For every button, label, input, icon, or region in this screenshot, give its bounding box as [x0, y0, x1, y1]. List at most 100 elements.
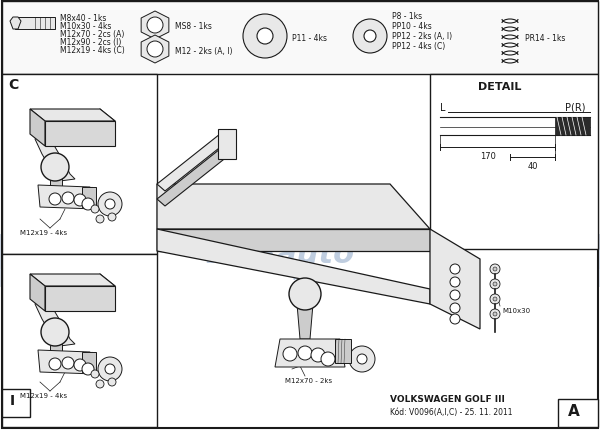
Text: 40: 40 — [528, 162, 538, 171]
Bar — [2, 2, 598, 75]
Polygon shape — [45, 286, 115, 311]
Circle shape — [257, 29, 273, 45]
Polygon shape — [275, 339, 345, 367]
Text: M10x30 - 4ks: M10x30 - 4ks — [60, 22, 112, 31]
Bar — [335, 339, 351, 363]
Circle shape — [450, 264, 460, 274]
Polygon shape — [10, 18, 21, 30]
Bar — [430, 75, 598, 249]
Circle shape — [450, 314, 460, 324]
Text: P8 - 1ks: P8 - 1ks — [392, 12, 422, 21]
Text: M12 - 2ks (A, I): M12 - 2ks (A, I) — [175, 47, 233, 56]
Circle shape — [91, 206, 99, 214]
Polygon shape — [30, 274, 45, 311]
Polygon shape — [38, 350, 95, 374]
Circle shape — [98, 357, 122, 381]
Circle shape — [311, 348, 325, 362]
Circle shape — [243, 15, 287, 59]
Circle shape — [353, 20, 387, 54]
Circle shape — [49, 358, 61, 370]
Bar — [82, 352, 96, 372]
Circle shape — [74, 359, 86, 371]
Circle shape — [490, 280, 500, 289]
Text: MS8 - 1ks: MS8 - 1ks — [175, 22, 212, 31]
Circle shape — [105, 200, 115, 209]
Polygon shape — [297, 304, 313, 339]
Text: M12x19 - 4ks: M12x19 - 4ks — [20, 230, 67, 236]
Circle shape — [62, 357, 74, 369]
Text: 170: 170 — [480, 152, 496, 161]
Circle shape — [41, 154, 69, 181]
Circle shape — [62, 193, 74, 205]
Circle shape — [96, 380, 104, 388]
Circle shape — [321, 352, 335, 366]
Bar — [15, 18, 55, 30]
Polygon shape — [157, 230, 430, 304]
Circle shape — [493, 312, 497, 316]
Polygon shape — [430, 230, 480, 329]
Polygon shape — [35, 294, 75, 346]
Circle shape — [289, 278, 321, 310]
Circle shape — [357, 354, 367, 364]
Text: M8x40 - 1ks: M8x40 - 1ks — [60, 14, 106, 23]
Text: M12x90 - 2cs (I): M12x90 - 2cs (I) — [60, 38, 121, 47]
Text: PP12 - 2ks (A, I): PP12 - 2ks (A, I) — [392, 32, 452, 41]
Bar — [218, 130, 236, 160]
Bar — [2, 389, 30, 417]
Bar — [2, 255, 157, 427]
Polygon shape — [30, 110, 115, 122]
Text: ®: ® — [347, 245, 353, 250]
Polygon shape — [30, 274, 115, 286]
Text: PP10 - 4ks: PP10 - 4ks — [392, 22, 432, 31]
Text: DETAIL: DETAIL — [478, 82, 521, 92]
Text: VOLKSWAGEN GOLF III: VOLKSWAGEN GOLF III — [390, 394, 505, 403]
Circle shape — [82, 199, 94, 211]
Polygon shape — [157, 150, 228, 206]
Circle shape — [49, 194, 61, 206]
Bar — [555, 118, 590, 136]
Circle shape — [490, 294, 500, 304]
Bar — [50, 344, 62, 356]
Circle shape — [450, 290, 460, 300]
Polygon shape — [45, 122, 115, 147]
Text: I: I — [10, 393, 15, 407]
Bar — [0, 234, 600, 274]
Circle shape — [364, 31, 376, 43]
Circle shape — [283, 347, 297, 361]
Text: M10x30: M10x30 — [502, 307, 530, 313]
Polygon shape — [157, 184, 430, 230]
Circle shape — [147, 18, 163, 34]
Circle shape — [450, 303, 460, 313]
Text: P(R): P(R) — [565, 103, 585, 113]
Circle shape — [96, 215, 104, 224]
Circle shape — [108, 378, 116, 386]
Polygon shape — [141, 36, 169, 64]
Text: M12x19 - 4ks: M12x19 - 4ks — [20, 392, 67, 398]
Circle shape — [41, 318, 69, 346]
Circle shape — [147, 42, 163, 58]
Circle shape — [82, 363, 94, 375]
Bar — [2, 75, 157, 255]
Circle shape — [298, 346, 312, 360]
Circle shape — [493, 283, 497, 286]
Text: A: A — [568, 403, 580, 418]
Circle shape — [490, 264, 500, 274]
Circle shape — [493, 267, 497, 271]
Text: M12x19 - 4ks (C): M12x19 - 4ks (C) — [60, 46, 125, 55]
Text: PR14 - 1ks: PR14 - 1ks — [525, 34, 565, 43]
Polygon shape — [157, 230, 430, 252]
Text: P11 - 4ks: P11 - 4ks — [292, 34, 327, 43]
Text: Kód: V0096(A,I,C) - 25. 11. 2011: Kód: V0096(A,I,C) - 25. 11. 2011 — [390, 407, 512, 416]
Circle shape — [74, 194, 86, 206]
Circle shape — [349, 346, 375, 372]
Text: PP12 - 4ks (C): PP12 - 4ks (C) — [392, 42, 445, 51]
Bar — [558, 399, 598, 427]
Circle shape — [105, 364, 115, 374]
Text: bars: bars — [292, 265, 328, 283]
Polygon shape — [157, 135, 228, 191]
Circle shape — [493, 297, 497, 301]
Circle shape — [91, 370, 99, 378]
Polygon shape — [141, 12, 169, 40]
Bar — [50, 180, 62, 191]
Text: L: L — [440, 103, 445, 113]
